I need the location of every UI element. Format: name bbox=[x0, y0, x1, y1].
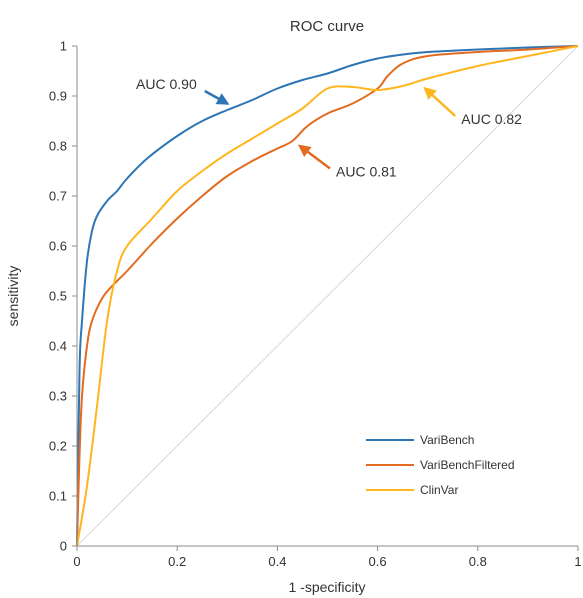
series-layer bbox=[76, 45, 579, 547]
diagonal-reference-layer bbox=[76, 45, 579, 547]
x-tick-label: 1 bbox=[574, 554, 581, 569]
x-tick-label: 0.6 bbox=[369, 554, 387, 569]
annotation-label-1: AUC 0.81 bbox=[336, 164, 397, 180]
series-line-0 bbox=[76, 45, 579, 547]
y-tick-label: 0.6 bbox=[49, 239, 67, 254]
annotation-label-2: AUC 0.82 bbox=[461, 111, 522, 127]
y-tick-label: 0.3 bbox=[49, 389, 67, 404]
y-tick-label: 0.8 bbox=[49, 139, 67, 154]
annotations-layer: AUC 0.90 AUC 0.81 AUC 0.82 bbox=[136, 76, 522, 180]
chart-title: ROC curve bbox=[290, 18, 364, 35]
y-tick-label: 0.2 bbox=[49, 439, 67, 454]
series-line-2 bbox=[76, 45, 579, 547]
legend-label-1: VariBenchFiltered bbox=[420, 458, 515, 472]
annotation-arrow-1 bbox=[297, 144, 331, 170]
y-tick-label: 0.5 bbox=[49, 289, 67, 304]
y-tick-label: 0.7 bbox=[49, 189, 67, 204]
legend: VariBench VariBenchFiltered ClinVar bbox=[366, 433, 515, 497]
diagonal-reference-line bbox=[76, 45, 579, 547]
series-line-1 bbox=[76, 45, 579, 547]
annotation-arrow-2 bbox=[423, 86, 457, 117]
y-tick-label: 0.9 bbox=[49, 89, 67, 104]
legend-label-2: ClinVar bbox=[420, 483, 458, 497]
annotation-arrow-0 bbox=[204, 89, 230, 105]
annotation-label-0: AUC 0.90 bbox=[136, 76, 197, 92]
x-tick-label: 0.4 bbox=[268, 554, 286, 569]
x-tick-label: 0.2 bbox=[168, 554, 186, 569]
x-axis-label: 1 -specificity bbox=[288, 579, 365, 595]
y-axis-label: sensitivity bbox=[5, 266, 21, 327]
x-tick-label: 0 bbox=[73, 554, 80, 569]
y-tick-label: 0.1 bbox=[49, 489, 67, 504]
y-tick-label: 0.4 bbox=[49, 339, 67, 354]
axes-layer: 0 0.2 0.4 0.6 0.8 1 0 0.1 0.2 0.3 0.4 0.5 0.6 0.7 0.8 0… bbox=[49, 39, 582, 570]
legend-label-0: VariBench bbox=[420, 433, 474, 447]
y-tick-label: 1 bbox=[60, 39, 67, 54]
y-tick-label: 0 bbox=[60, 539, 67, 554]
x-tick-label: 0.8 bbox=[469, 554, 487, 569]
